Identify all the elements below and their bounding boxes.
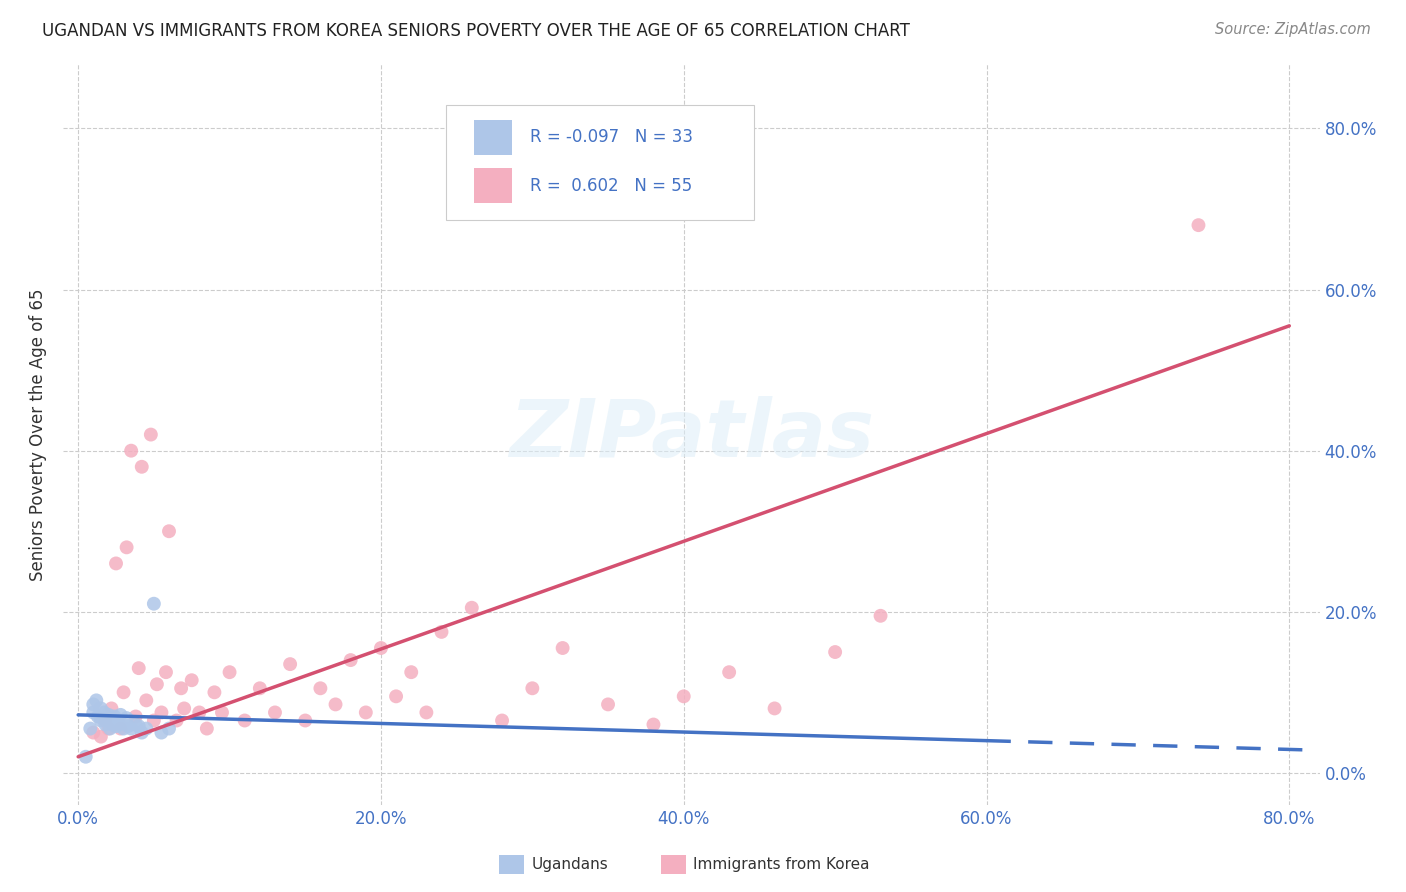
Point <box>131 459 153 474</box>
Point <box>142 714 165 728</box>
Bar <box>474 120 512 155</box>
Point <box>195 722 218 736</box>
Point <box>135 693 157 707</box>
Text: R =  0.602   N = 55: R = 0.602 N = 55 <box>530 177 693 194</box>
Point <box>763 701 786 715</box>
Point <box>82 725 104 739</box>
Point <box>170 681 193 696</box>
Point <box>112 685 135 699</box>
Point <box>869 608 891 623</box>
Point <box>90 701 112 715</box>
Point <box>146 677 169 691</box>
Point <box>461 600 484 615</box>
Point <box>824 645 846 659</box>
Point <box>115 541 138 555</box>
Point <box>399 665 422 680</box>
Point <box>98 722 121 736</box>
Point <box>551 640 574 655</box>
Point <box>142 597 165 611</box>
Point <box>103 709 125 723</box>
Point <box>120 722 142 736</box>
Point <box>325 698 347 712</box>
Point <box>120 443 142 458</box>
Point <box>97 707 120 722</box>
Point <box>86 693 108 707</box>
Point <box>278 657 301 672</box>
Bar <box>474 168 512 203</box>
Text: ZIPatlas: ZIPatlas <box>509 395 873 474</box>
Point <box>150 706 173 720</box>
Point <box>108 717 131 731</box>
Point <box>309 681 332 696</box>
Point <box>135 722 157 736</box>
Point <box>264 706 287 720</box>
Point <box>354 706 377 720</box>
Y-axis label: Seniors Poverty Over the Age of 65: Seniors Poverty Over the Age of 65 <box>30 288 46 581</box>
Point <box>150 725 173 739</box>
Point <box>82 698 104 712</box>
Point <box>180 673 202 688</box>
Point <box>522 681 544 696</box>
Point <box>110 707 132 722</box>
Point <box>75 749 97 764</box>
Point <box>128 719 150 733</box>
FancyBboxPatch shape <box>446 105 754 219</box>
Point <box>596 698 619 712</box>
Point <box>718 665 741 680</box>
Point <box>125 717 148 731</box>
Point <box>131 725 153 739</box>
Text: Immigrants from Korea: Immigrants from Korea <box>693 857 870 871</box>
Point <box>188 706 211 720</box>
Point <box>82 706 104 720</box>
Point <box>117 719 139 733</box>
Point <box>97 714 120 728</box>
Point <box>87 709 110 723</box>
Point <box>97 722 120 736</box>
Point <box>101 717 124 731</box>
Point <box>204 685 226 699</box>
Text: Source: ZipAtlas.com: Source: ZipAtlas.com <box>1215 22 1371 37</box>
Point <box>643 717 665 731</box>
Point <box>90 714 112 728</box>
Point <box>110 722 132 736</box>
Point <box>370 640 392 655</box>
Point <box>233 714 256 728</box>
Point <box>105 719 128 733</box>
Point <box>100 701 122 715</box>
Point <box>155 665 177 680</box>
Point <box>112 722 135 736</box>
Point <box>94 717 117 731</box>
Point <box>157 722 180 736</box>
Point <box>385 690 408 704</box>
Point <box>218 665 240 680</box>
Point <box>415 706 437 720</box>
Point <box>339 653 361 667</box>
Point <box>430 624 453 639</box>
Point <box>211 706 233 720</box>
Point <box>125 709 148 723</box>
Point <box>105 557 128 571</box>
Point <box>166 714 188 728</box>
Point <box>294 714 316 728</box>
Text: Ugandans: Ugandans <box>531 857 609 871</box>
Point <box>672 690 695 704</box>
Point <box>491 714 513 728</box>
Point <box>96 709 118 723</box>
Point <box>157 524 180 539</box>
Point <box>93 706 115 720</box>
Point <box>94 714 117 728</box>
Point <box>90 730 112 744</box>
Point <box>1187 218 1209 232</box>
Point <box>79 722 101 736</box>
Text: R = -0.097   N = 33: R = -0.097 N = 33 <box>530 128 693 146</box>
Point <box>249 681 271 696</box>
Point <box>100 711 122 725</box>
Point <box>115 711 138 725</box>
Point <box>139 427 162 442</box>
Point <box>173 701 195 715</box>
Text: UGANDAN VS IMMIGRANTS FROM KOREA SENIORS POVERTY OVER THE AGE OF 65 CORRELATION : UGANDAN VS IMMIGRANTS FROM KOREA SENIORS… <box>42 22 910 40</box>
Point <box>107 714 129 728</box>
Point <box>91 711 114 725</box>
Point <box>128 661 150 675</box>
